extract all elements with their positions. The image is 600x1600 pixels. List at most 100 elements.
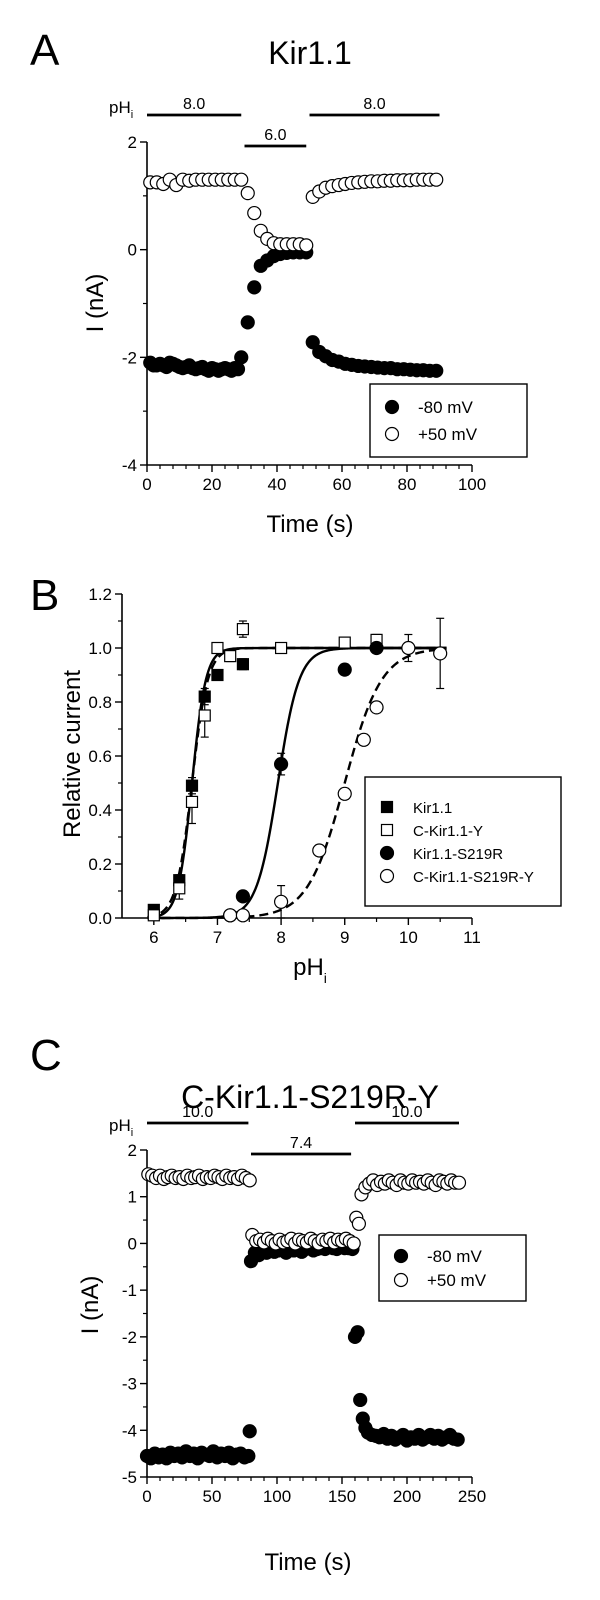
panel-a: A Kir1.1 pHi I (nA) Time (s) 8.0 6.0 8.0 0… — [30, 26, 528, 538]
point-80-mv — [240, 315, 255, 330]
point-80-mv — [234, 350, 249, 365]
point-c-kir1-1-y — [224, 649, 237, 663]
x-tick-label: 50 — [203, 1487, 222, 1506]
point-50-mv — [429, 172, 444, 187]
point-80-mv — [450, 1432, 465, 1447]
legend-marker-kir1-1-s219r — [379, 845, 395, 861]
legend-marker-50-mv — [393, 1272, 409, 1288]
x-tick-label: 60 — [333, 475, 352, 494]
x-tick-label: 20 — [203, 475, 222, 494]
point-c-kir1-1-s219r-y — [235, 908, 251, 923]
y-tick-label: -3 — [122, 1375, 137, 1394]
point-50-mv — [240, 186, 255, 201]
point-c-kir1-1-s219r-y — [337, 786, 352, 801]
point-50-mv — [351, 1216, 366, 1231]
ph-bar-label: 10.0 — [391, 1104, 422, 1121]
x-tick-label: 0 — [142, 1487, 151, 1506]
y-tick-label: 0 — [128, 241, 137, 260]
legend-label-80-mv: -80 mV — [427, 1247, 482, 1266]
y-tick-label: 1 — [128, 1188, 137, 1207]
panel-c-y-axis-label: I (nA) — [77, 1276, 104, 1335]
x-tick-label: 100 — [458, 475, 486, 494]
x-tick-label: 80 — [398, 475, 417, 494]
y-tick-label: 0 — [128, 1234, 137, 1253]
y-tick-label: 0.0 — [88, 909, 112, 928]
y-tick-label: 1.2 — [88, 585, 112, 604]
panel-c-data-points — [139, 1167, 467, 1466]
point-c-kir1-1-y — [198, 709, 211, 722]
panel-b-data-points — [147, 617, 448, 923]
panel-a-ph-label: pHi — [109, 98, 133, 121]
point-kir1-1 — [236, 658, 250, 671]
x-tick-label: 150 — [328, 1487, 356, 1506]
point-80-mv — [230, 362, 246, 377]
point-80-mv — [429, 363, 444, 378]
point-c-kir1-1-y — [185, 795, 199, 809]
legend-label-50-mv: +50 mV — [427, 1271, 487, 1290]
panel-c-axes: 0 50 100 150 200 250 -5 -4 -3 -2 -1 0 1 2 — [122, 1141, 486, 1506]
panel-b-axes: 6 7 8 9 10 11 0.0 0.2 0.4 0.6 0.8 1.0 1.2 — [88, 585, 480, 947]
panel-c-ph-label: pHi — [109, 1116, 133, 1139]
panel-a-title: Kir1.1 — [268, 35, 352, 71]
panel-a-data-points — [143, 172, 444, 378]
panel-c-title: C-Kir1.1-S219R-Y — [181, 1079, 439, 1115]
point-c-kir1-1-y — [173, 882, 186, 895]
point-c-kir1-1-s219r-y — [273, 894, 289, 909]
legend-marker-c-kir1-1-y — [380, 823, 394, 837]
y-tick-label: 0.4 — [88, 801, 112, 820]
y-tick-label: -2 — [122, 348, 137, 367]
point-c-kir1-1-s219r-y — [433, 646, 448, 661]
point-50-mv — [234, 172, 249, 187]
legend-marker-kir1-1 — [380, 800, 394, 814]
panel-a-legend: -80 mV +50 mV — [369, 383, 528, 458]
legend-label-c-kir1-1-y: C-Kir1.1-Y — [413, 823, 483, 840]
point-50-mv — [247, 205, 262, 221]
point-c-kir1-1-y — [211, 641, 224, 655]
legend-label-c-kir1-1-s219r-y: C-Kir1.1-S219R-Y — [413, 869, 534, 886]
point-50-mv — [451, 1175, 467, 1190]
y-tick-label: 0.2 — [88, 855, 112, 874]
point-80-mv — [247, 280, 262, 295]
point-kir1-1-s219r — [337, 662, 352, 677]
panel-b-x-axis-label: pHi — [293, 954, 327, 986]
point-50-mv — [299, 238, 314, 253]
x-tick-label: 200 — [393, 1487, 421, 1506]
panel-letter-b: B — [30, 571, 59, 620]
legend-label-kir1-1-s219r: Kir1.1-S219R — [413, 846, 503, 863]
legend-marker-80-mv — [393, 1248, 409, 1264]
legend-marker-80-mv — [384, 399, 400, 415]
y-tick-label: -1 — [122, 1281, 137, 1300]
y-tick-label: 2 — [128, 1141, 137, 1160]
panel-b-y-axis-label: Relative current — [59, 670, 86, 838]
y-tick-label: -4 — [122, 456, 137, 475]
x-tick-label: 9 — [340, 928, 349, 947]
point-c-kir1-1-s219r-y — [223, 908, 238, 923]
ph-bar-label: 7.4 — [290, 1135, 312, 1152]
point-80-mv — [353, 1392, 368, 1408]
x-tick-label: 6 — [149, 928, 158, 947]
y-tick-label: -4 — [122, 1421, 137, 1440]
legend-label-80-mv: -80 mV — [418, 398, 473, 417]
panel-c-legend: -80 mV +50 mV — [378, 1234, 527, 1302]
panel-a-axes: 0 20 40 60 80 100 -4 -2 0 2 — [122, 133, 486, 494]
legend-box — [364, 776, 562, 907]
ph-bar-label: 6.0 — [264, 127, 286, 144]
point-c-kir1-1-s219r-y — [369, 700, 384, 715]
legend-box — [369, 383, 528, 458]
panel-c-ph-bars: 10.0 7.4 10.0 — [147, 1104, 459, 1156]
point-c-kir1-1-s219r-y — [356, 732, 371, 747]
ph-bar-label: 10.0 — [182, 1104, 213, 1121]
ph-bar-label: 8.0 — [363, 96, 385, 113]
point-kir1-1-s219r — [369, 640, 384, 656]
point-c-kir1-1-y — [338, 636, 351, 649]
point-c-kir1-1-s219r-y — [312, 843, 327, 858]
point-c-kir1-1-s219r-y — [401, 640, 416, 656]
panel-c-x-axis-label: Time (s) — [264, 1549, 351, 1576]
legend-label-kir1-1: Kir1.1 — [413, 800, 452, 817]
panel-letter-c: C — [30, 1031, 62, 1080]
panel-b-fit-curves — [147, 646, 447, 920]
panel-letter-a: A — [30, 26, 60, 75]
point-80-mv — [242, 1424, 257, 1439]
panel-a-y-axis-label: I (nA) — [82, 274, 109, 333]
